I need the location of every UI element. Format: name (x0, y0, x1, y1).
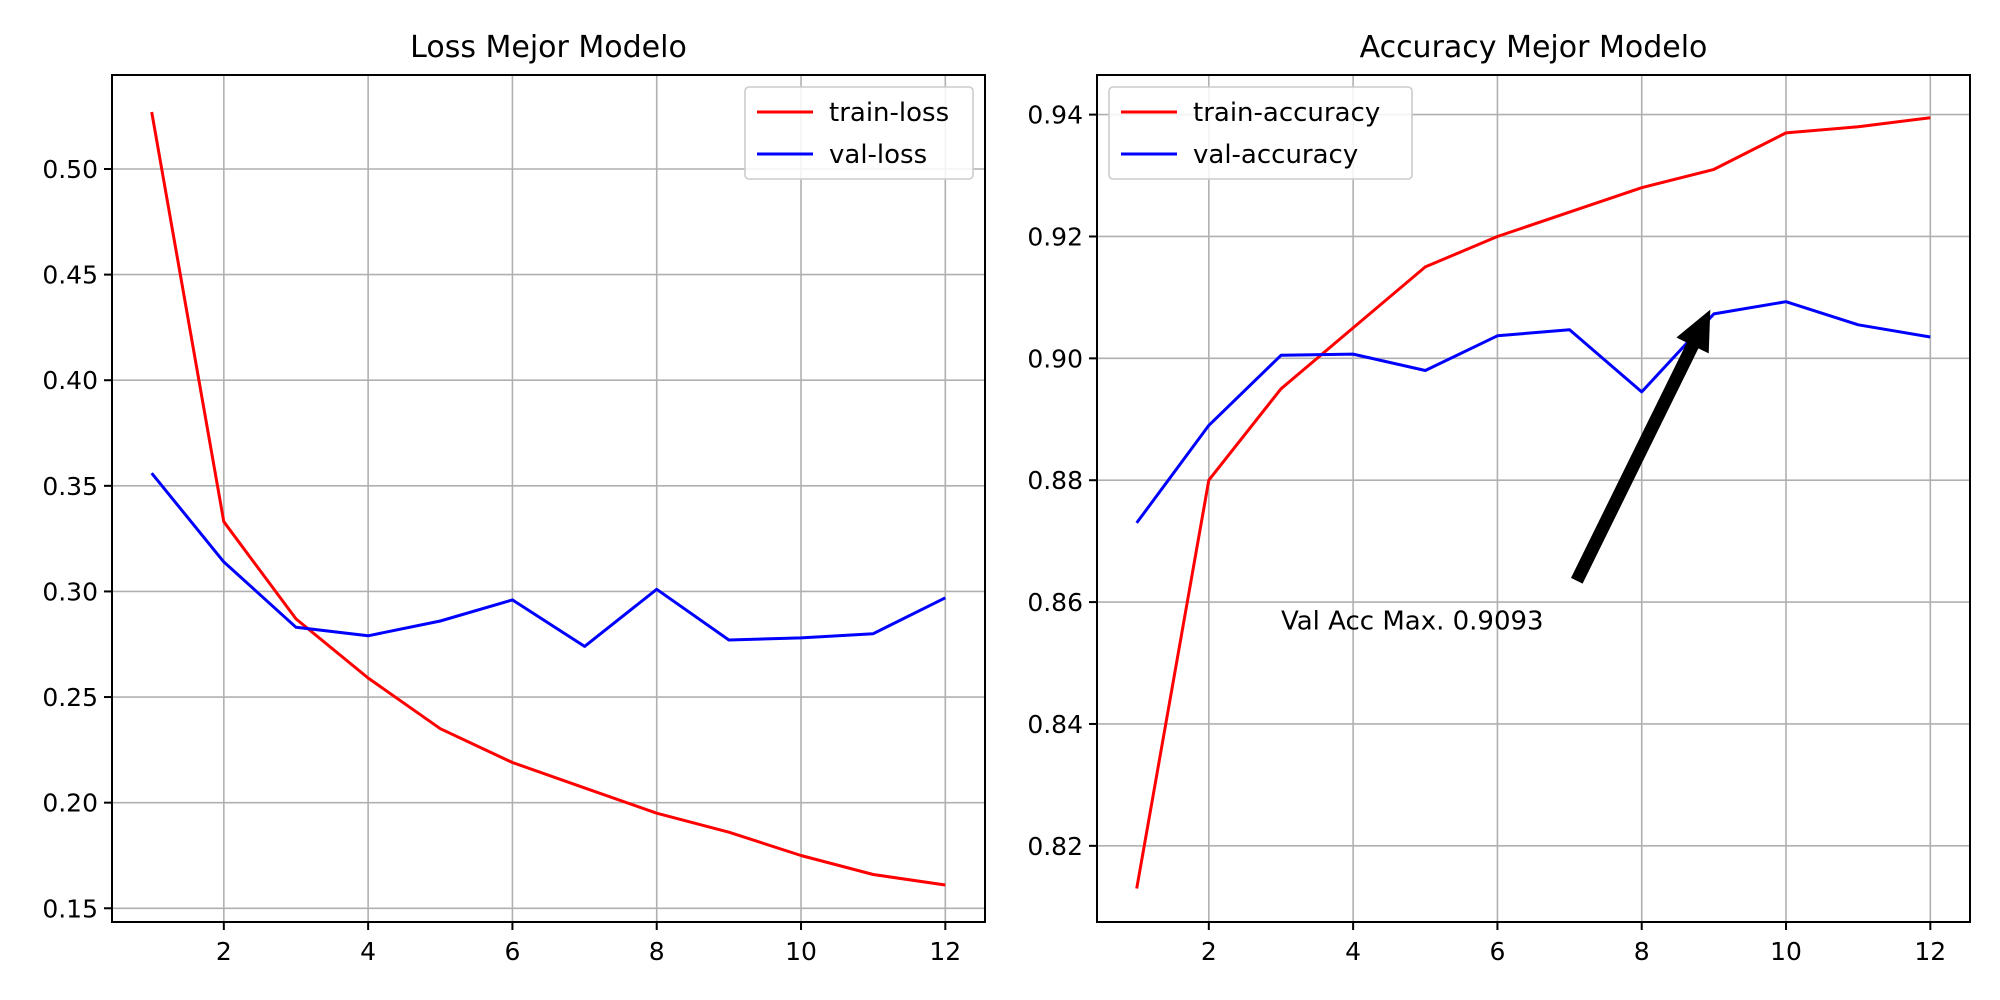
series-line-val-accuracy (1135, 300, 1931, 524)
chart-title: Loss Mejor Modelo (410, 30, 687, 65)
y-tick-label: 0.50 (42, 155, 98, 184)
series-line-train-accuracy (1135, 116, 1931, 889)
loss-chart: 2 4 6 8 10 12 0.15 0.20 0.25 0.30 0.35 0.40 0.45 0.50… (42, 30, 986, 966)
x-tick-label: 12 (929, 937, 961, 966)
y-tick-label: 0.84 (1027, 710, 1083, 739)
x-tick-label: 10 (1770, 937, 1802, 966)
y-tick-label: 0.15 (42, 894, 98, 923)
y-tick-label: 0.45 (42, 261, 98, 290)
x-tick-label: 6 (504, 937, 520, 966)
legend-box (744, 86, 974, 180)
y-tick-label: 0.35 (42, 472, 98, 501)
y-tick-label: 0.25 (42, 683, 98, 712)
y-tick-label: 0.90 (1027, 344, 1083, 373)
series-line-train-loss (150, 111, 946, 887)
annotation-arrow (1571, 309, 1711, 584)
annotation-text: Val Acc Max. 0.9093 (1281, 606, 1544, 636)
x-tick-label: 6 (1489, 937, 1505, 966)
y-tick-label: 0.82 (1027, 832, 1083, 861)
x-tick-label: 8 (1634, 937, 1650, 966)
x-tick-label: 10 (785, 937, 817, 966)
chart-title: Accuracy Mejor Modelo (1360, 30, 1708, 65)
x-tick-label: 2 (216, 937, 232, 966)
y-tick-label: 0.88 (1027, 466, 1083, 495)
legend-label: val-accuracy (1193, 140, 1358, 170)
x-tick-label: 12 (1914, 937, 1946, 966)
y-tick-label: 0.94 (1027, 101, 1083, 130)
y-tick-label: 0.92 (1027, 222, 1083, 251)
y-tick-label: 0.86 (1027, 588, 1083, 617)
y-tick-label: 0.40 (42, 366, 98, 395)
legend-label: val-loss (829, 140, 927, 170)
y-tick-label: 0.30 (42, 577, 98, 606)
x-tick-label: 4 (360, 937, 376, 966)
x-tick-label: 8 (649, 937, 665, 966)
legend-label: train-loss (829, 98, 949, 128)
x-tick-label: 4 (1345, 937, 1361, 966)
accuracy-chart: Val Acc Max. 0.9093 2 4 6 8 10 12 0.82 0.84 0.86 0… (1027, 30, 1971, 966)
legend-label: train-accuracy (1193, 98, 1380, 128)
x-tick-label: 2 (1201, 937, 1217, 966)
series-line-val-loss (150, 472, 946, 648)
y-tick-label: 0.20 (42, 789, 98, 818)
plot-frame (1096, 74, 1971, 923)
legend-box (1108, 86, 1413, 180)
plot-frame (111, 74, 986, 923)
